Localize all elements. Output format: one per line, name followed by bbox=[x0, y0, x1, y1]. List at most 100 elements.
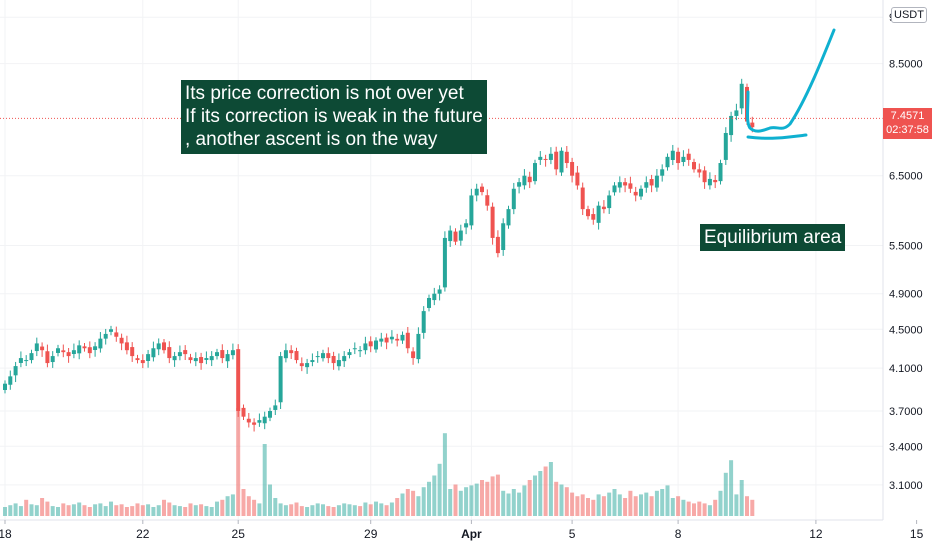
candle-body bbox=[670, 150, 675, 160]
price-tick-label: 4.1000 bbox=[889, 363, 923, 375]
volume-bar bbox=[506, 493, 511, 516]
candle-body bbox=[151, 348, 156, 358]
volume-bar bbox=[50, 506, 55, 516]
candle-body bbox=[146, 354, 151, 361]
candle-body bbox=[103, 333, 108, 339]
volume-bar bbox=[61, 503, 66, 516]
candle-body bbox=[162, 342, 166, 351]
candle-body bbox=[389, 336, 394, 340]
candle-body bbox=[156, 343, 161, 350]
candle-body bbox=[18, 358, 23, 363]
volume-bar bbox=[140, 505, 145, 516]
candle-body bbox=[522, 175, 527, 186]
candle-body bbox=[93, 346, 98, 351]
candle-body bbox=[352, 348, 357, 350]
candle-body bbox=[183, 350, 188, 355]
volume-bar bbox=[103, 506, 108, 516]
volume-bar bbox=[109, 501, 113, 516]
time-tick-label: Apr bbox=[461, 527, 482, 541]
volume-bar bbox=[230, 494, 235, 516]
candle-body bbox=[257, 420, 262, 423]
volume-bar bbox=[93, 504, 98, 516]
candle-body bbox=[225, 354, 230, 362]
volume-bar bbox=[405, 489, 410, 516]
volume-bar bbox=[18, 506, 23, 516]
volume-bar bbox=[596, 494, 601, 516]
volume-bar bbox=[347, 504, 352, 516]
volume-bar bbox=[305, 507, 310, 516]
volume-bar bbox=[485, 481, 490, 516]
candle-body bbox=[617, 182, 622, 188]
volume-bar bbox=[750, 499, 755, 516]
volume-bar bbox=[257, 503, 262, 516]
price-axis[interactable]: 9.50008.50006.50005.50004.90004.50004.10… bbox=[882, 0, 932, 550]
volume-bar bbox=[363, 502, 368, 516]
volume-bar bbox=[368, 504, 373, 516]
volume-bar bbox=[193, 505, 198, 516]
candle-body bbox=[98, 338, 103, 349]
volume-bar bbox=[432, 475, 437, 516]
candle-body bbox=[543, 158, 548, 160]
candle-body bbox=[596, 205, 601, 223]
volume-bar bbox=[628, 490, 633, 516]
analysis-note-line-2: If its correction is weak in the future bbox=[185, 106, 483, 128]
time-tick-label: 12 bbox=[809, 527, 823, 541]
price-tick-label: 6.5000 bbox=[889, 171, 923, 183]
candle-body bbox=[188, 357, 193, 361]
candle-body bbox=[8, 376, 13, 385]
volume-bar bbox=[29, 504, 34, 516]
candle-body bbox=[326, 353, 331, 359]
volume-bar bbox=[77, 502, 82, 516]
volume-bar bbox=[734, 494, 739, 516]
candle-body bbox=[273, 405, 278, 410]
candle-body bbox=[713, 179, 718, 183]
candle-body bbox=[411, 351, 416, 359]
time-tick-label: 18 bbox=[0, 527, 12, 541]
candle-body bbox=[490, 206, 495, 238]
candle-body bbox=[442, 237, 447, 288]
volume-bar bbox=[723, 472, 728, 516]
candle-body bbox=[199, 357, 204, 364]
candle-body bbox=[458, 230, 463, 241]
price-axis-panel bbox=[883, 0, 932, 550]
volume-bar bbox=[580, 494, 585, 516]
volume-bar bbox=[575, 496, 580, 516]
time-axis[interactable]: 18222529Apr58121519 bbox=[0, 519, 932, 541]
volume-bar bbox=[395, 498, 400, 516]
candle-body bbox=[119, 337, 124, 344]
candle-body bbox=[718, 163, 723, 182]
volume-bar bbox=[199, 504, 204, 516]
candle-body bbox=[236, 349, 241, 412]
candle-body bbox=[82, 346, 87, 349]
currency-badge[interactable]: USDT bbox=[891, 7, 927, 23]
candle-body bbox=[268, 411, 272, 418]
volume-bar bbox=[612, 489, 617, 516]
volume-bar bbox=[411, 490, 416, 516]
volume-bar bbox=[591, 499, 596, 516]
candle-body bbox=[405, 332, 410, 349]
volume-bar bbox=[548, 462, 553, 516]
candle-body bbox=[692, 162, 696, 170]
volume-bar bbox=[686, 501, 691, 516]
volume-bar bbox=[617, 494, 622, 516]
candle-body bbox=[421, 311, 426, 333]
candle-body bbox=[702, 170, 707, 183]
candle-body bbox=[384, 337, 389, 343]
volume-bar bbox=[660, 489, 665, 516]
candle-body bbox=[612, 185, 617, 193]
volume-bar bbox=[162, 499, 166, 516]
candle-body bbox=[193, 358, 198, 362]
volume-bar bbox=[82, 505, 87, 516]
candle-body bbox=[533, 163, 537, 182]
price-tick-label: 3.7000 bbox=[889, 406, 923, 418]
volume-bar bbox=[177, 506, 182, 516]
candle-body bbox=[681, 156, 686, 162]
candle-body bbox=[591, 214, 596, 220]
analysis-note-line-3: , another ascent is on the way bbox=[185, 129, 438, 151]
candle-body bbox=[331, 355, 336, 364]
volume-bar bbox=[358, 506, 363, 516]
volume-bar bbox=[87, 507, 92, 516]
candle-body bbox=[241, 407, 246, 417]
